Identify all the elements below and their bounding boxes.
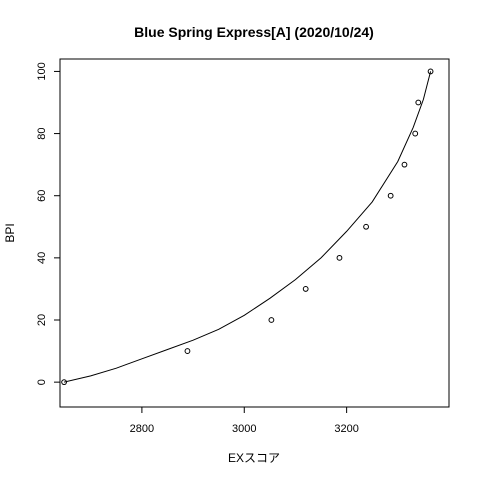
data-point bbox=[302, 286, 309, 292]
chart-title: Blue Spring Express[A] (2020/10/24) bbox=[134, 24, 374, 40]
y-tick-label: 100 bbox=[36, 62, 48, 80]
data-point bbox=[427, 68, 434, 75]
x-tick-label: 3200 bbox=[334, 423, 358, 435]
plot-frame bbox=[59, 58, 450, 408]
x-axis-label: EXスコア bbox=[228, 451, 280, 465]
data-point bbox=[415, 99, 422, 106]
data-point bbox=[363, 223, 369, 230]
y-tick-label: 20 bbox=[36, 314, 48, 326]
y-axis: 0 20 40 60 80 100 bbox=[36, 62, 60, 385]
x-tick-label: 3000 bbox=[232, 423, 256, 435]
data-point bbox=[268, 317, 275, 323]
fit-curve bbox=[63, 71, 432, 383]
y-tick-label: 0 bbox=[36, 379, 48, 385]
x-axis: 2800 3000 3200 bbox=[130, 407, 359, 435]
data-point bbox=[336, 254, 343, 261]
data-point bbox=[184, 348, 191, 354]
data-point bbox=[401, 161, 408, 168]
data-point bbox=[61, 379, 67, 386]
data-point bbox=[412, 130, 419, 137]
y-tick-label: 60 bbox=[36, 190, 48, 202]
x-tick-label: 2800 bbox=[130, 423, 154, 435]
y-axis-label: BPI bbox=[3, 223, 17, 242]
data-points bbox=[61, 68, 434, 386]
data-point bbox=[387, 192, 394, 199]
y-tick-label: 40 bbox=[36, 252, 48, 264]
y-tick-label: 80 bbox=[36, 127, 48, 139]
